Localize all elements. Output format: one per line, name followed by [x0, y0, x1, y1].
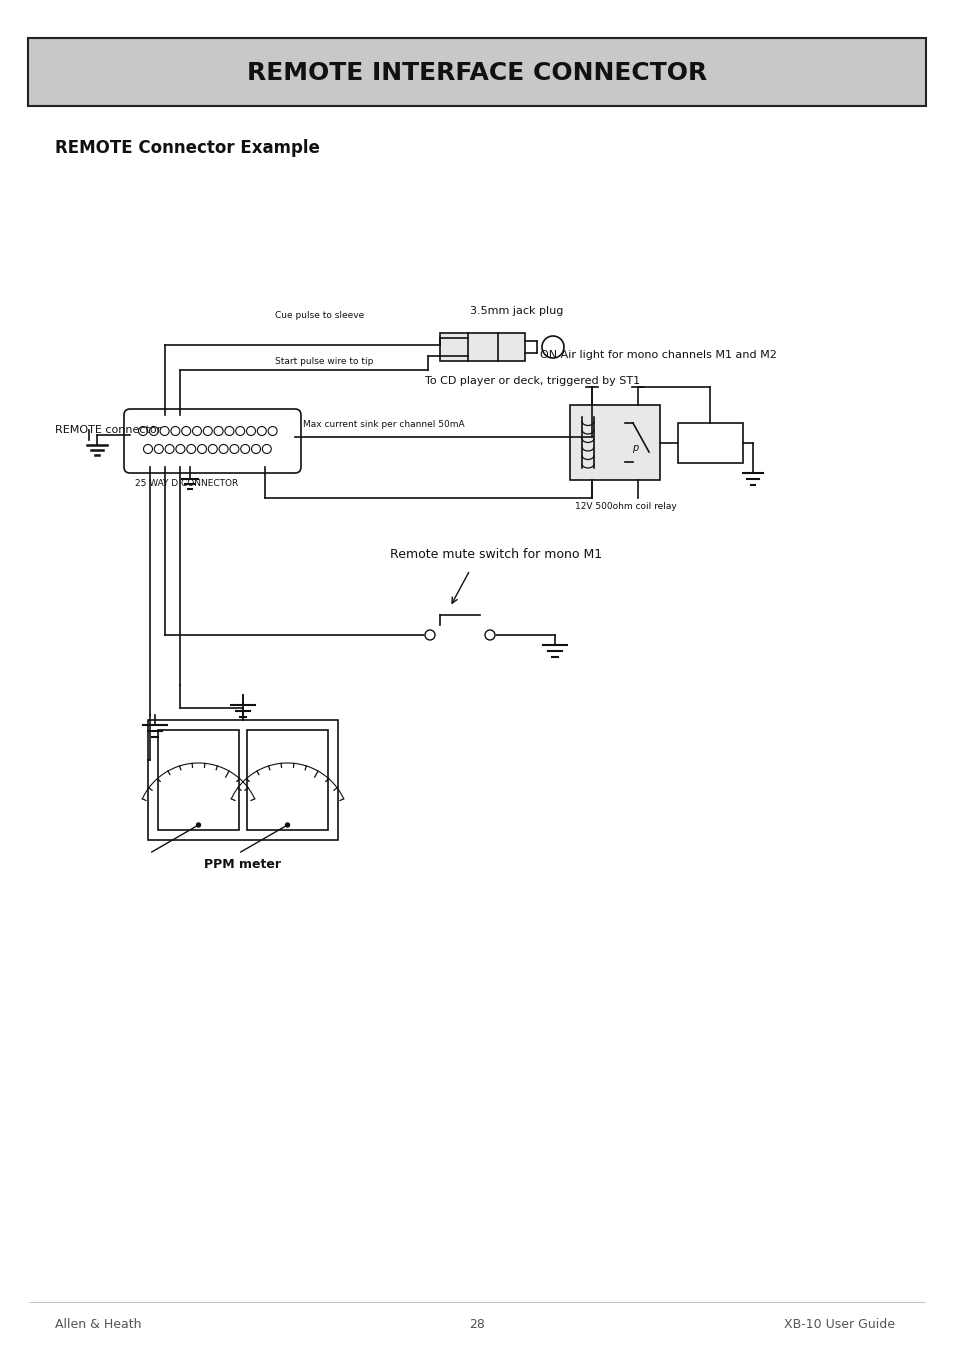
Circle shape: [219, 444, 228, 454]
Text: REMOTE connector: REMOTE connector: [55, 426, 161, 435]
Circle shape: [246, 427, 255, 435]
Circle shape: [268, 427, 276, 435]
Circle shape: [240, 444, 250, 454]
Circle shape: [149, 427, 158, 435]
Circle shape: [197, 444, 206, 454]
Circle shape: [257, 427, 266, 435]
FancyBboxPatch shape: [124, 409, 301, 473]
Text: Remote mute switch for mono M1: Remote mute switch for mono M1: [390, 549, 601, 562]
Circle shape: [285, 823, 289, 827]
Circle shape: [230, 444, 238, 454]
Circle shape: [143, 444, 152, 454]
Text: Allen & Heath: Allen & Heath: [55, 1319, 141, 1332]
Circle shape: [160, 427, 169, 435]
Text: To CD player or deck, triggered by ST1: To CD player or deck, triggered by ST1: [424, 376, 639, 386]
Text: 28: 28: [469, 1319, 484, 1332]
Bar: [678, 423, 742, 463]
Circle shape: [187, 444, 195, 454]
Text: 12V 500ohm coil relay: 12V 500ohm coil relay: [575, 503, 676, 511]
Bar: [158, 730, 239, 830]
Circle shape: [175, 444, 185, 454]
Circle shape: [424, 630, 435, 640]
Text: Start pulse wire to tip: Start pulse wire to tip: [274, 358, 373, 366]
Text: Max current sink per channel 50mA: Max current sink per channel 50mA: [303, 420, 464, 430]
Text: REMOTE Connector Example: REMOTE Connector Example: [55, 139, 319, 157]
Circle shape: [484, 630, 495, 640]
Circle shape: [138, 427, 148, 435]
Circle shape: [203, 427, 213, 435]
Circle shape: [165, 444, 173, 454]
Circle shape: [208, 444, 217, 454]
Bar: [439, 332, 524, 361]
Circle shape: [181, 427, 191, 435]
Circle shape: [262, 444, 271, 454]
Circle shape: [252, 444, 260, 454]
Circle shape: [213, 427, 223, 435]
Text: 3.5mm jack plug: 3.5mm jack plug: [470, 305, 563, 316]
Circle shape: [225, 427, 233, 435]
Circle shape: [154, 444, 163, 454]
Circle shape: [541, 336, 563, 358]
Circle shape: [196, 823, 200, 827]
Text: Cue pulse to sleeve: Cue pulse to sleeve: [274, 311, 364, 319]
Circle shape: [193, 427, 201, 435]
Text: PPM meter: PPM meter: [204, 858, 281, 871]
Bar: [247, 730, 328, 830]
Bar: [148, 720, 337, 840]
Text: p: p: [631, 443, 638, 453]
Text: REMOTE INTERFACE CONNECTOR: REMOTE INTERFACE CONNECTOR: [247, 61, 706, 85]
Circle shape: [171, 427, 180, 435]
Text: 25 WAY D CONNECTOR: 25 WAY D CONNECTOR: [135, 480, 238, 488]
Bar: [28, 38, 925, 105]
Bar: [569, 405, 659, 480]
Text: ON Air light for mono channels M1 and M2: ON Air light for mono channels M1 and M2: [539, 350, 776, 359]
Text: XB-10 User Guide: XB-10 User Guide: [783, 1319, 894, 1332]
Circle shape: [235, 427, 244, 435]
